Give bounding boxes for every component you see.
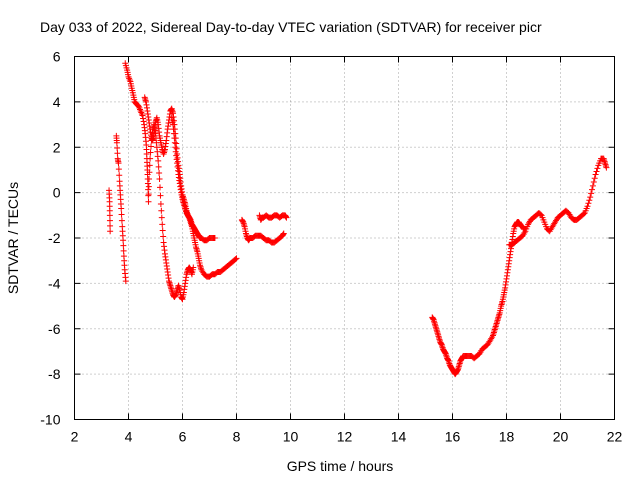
data-point xyxy=(118,205,125,212)
data-point xyxy=(280,230,287,237)
data-point xyxy=(139,112,146,119)
data-point xyxy=(113,139,120,146)
x-axis-ticks: 2 4 6 8 10 12 14 16 18 20 22 xyxy=(71,56,623,445)
x-tick-label: 22 xyxy=(607,429,623,445)
data-point xyxy=(584,203,591,210)
data-point xyxy=(211,235,218,241)
data-point xyxy=(148,143,154,150)
data-point xyxy=(157,184,163,191)
data-point xyxy=(594,165,601,172)
y-tick-label: 2 xyxy=(53,139,61,155)
x-tick-label: 16 xyxy=(445,429,461,445)
data-point xyxy=(114,150,121,157)
data-point xyxy=(146,176,153,183)
data-point xyxy=(157,200,164,207)
chart-title: Day 033 of 2022, Sidereal Day-to-day VTE… xyxy=(40,19,542,35)
y-tick-label: -8 xyxy=(48,366,61,382)
data-point xyxy=(233,255,240,262)
data-point xyxy=(116,172,123,179)
data-point xyxy=(190,264,197,271)
data-point xyxy=(160,233,167,240)
data-point xyxy=(120,242,127,249)
y-tick-label: -2 xyxy=(48,230,61,246)
data-point xyxy=(173,145,180,152)
y-tick-label: -10 xyxy=(40,412,60,428)
data-point xyxy=(590,179,597,186)
data-point xyxy=(118,211,125,218)
data-point xyxy=(593,168,600,175)
data-series xyxy=(106,60,610,378)
data-point xyxy=(159,227,166,234)
x-tick-label: 12 xyxy=(337,429,353,445)
y-tick-label: 6 xyxy=(53,49,61,65)
data-point xyxy=(107,222,114,229)
data-point xyxy=(145,183,152,190)
x-tick-label: 10 xyxy=(283,429,299,445)
y-axis-ticks: -10 -8 -6 -4 -2 0 2 4 6 xyxy=(40,49,615,428)
x-tick-label: 4 xyxy=(125,429,133,445)
data-point xyxy=(120,247,127,254)
data-point xyxy=(589,186,595,193)
data-point xyxy=(106,217,113,224)
y-tick-label: -4 xyxy=(48,275,61,291)
y-axis-label: SDTVAR / TECUs xyxy=(5,182,21,294)
data-point xyxy=(157,192,164,199)
data-point xyxy=(158,207,165,214)
data-point xyxy=(145,191,152,198)
data-point xyxy=(588,190,595,197)
data-point xyxy=(118,217,125,224)
data-point xyxy=(232,256,239,263)
x-tick-label: 6 xyxy=(179,429,187,445)
data-point xyxy=(585,200,592,207)
x-tick-label: 14 xyxy=(391,429,407,445)
data-point xyxy=(537,211,544,218)
y-tick-label: 4 xyxy=(53,94,61,110)
data-point xyxy=(283,214,290,221)
data-point xyxy=(146,162,153,169)
x-tick-label: 2 xyxy=(71,429,79,445)
data-point xyxy=(126,76,133,83)
data-point xyxy=(591,175,598,182)
data-point xyxy=(115,160,122,167)
data-point xyxy=(587,194,594,201)
data-point xyxy=(147,149,154,156)
data-point xyxy=(159,221,166,228)
data-point xyxy=(145,198,152,205)
data-point xyxy=(147,155,154,162)
data-point xyxy=(107,228,114,235)
data-point xyxy=(156,176,163,183)
data-point xyxy=(140,115,147,122)
data-point xyxy=(589,182,596,189)
data-point xyxy=(158,214,165,221)
data-point xyxy=(114,145,121,152)
data-point xyxy=(145,186,152,193)
data-point xyxy=(156,169,163,176)
data-point xyxy=(144,180,151,187)
data-point xyxy=(173,140,180,147)
data-point xyxy=(580,210,587,217)
data-point xyxy=(140,118,147,125)
data-point xyxy=(126,75,133,82)
data-point xyxy=(122,278,129,285)
y-tick-label: 0 xyxy=(53,185,61,201)
grid-lines xyxy=(74,56,615,420)
x-axis-label: GPS time / hours xyxy=(287,458,394,474)
data-point xyxy=(120,237,127,244)
data-point xyxy=(592,171,599,178)
x-tick-label: 20 xyxy=(553,429,569,445)
data-point xyxy=(146,169,153,176)
data-point xyxy=(155,157,162,164)
data-point xyxy=(155,163,162,170)
data-point xyxy=(115,166,122,173)
data-point xyxy=(586,197,593,204)
data-point xyxy=(106,212,113,219)
data-point xyxy=(603,164,610,171)
x-tick-label: 18 xyxy=(499,429,515,445)
y-tick-label: -6 xyxy=(48,321,61,337)
x-tick-label: 8 xyxy=(233,429,241,445)
